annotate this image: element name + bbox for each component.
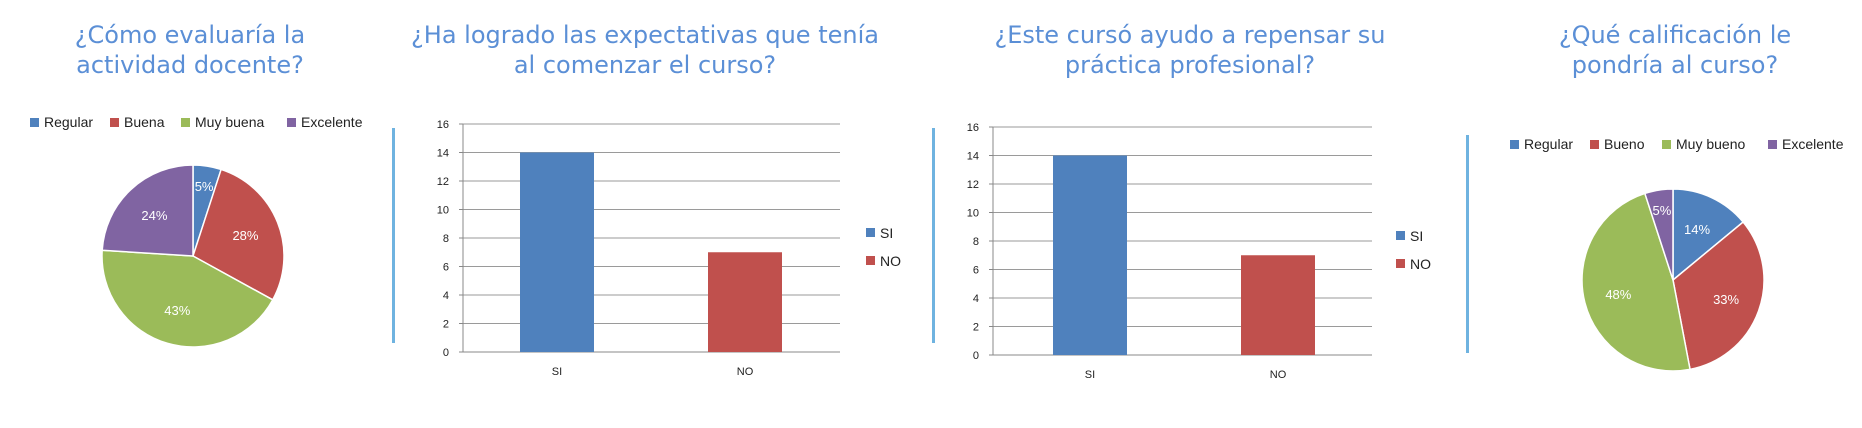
legend-swatch-buena bbox=[110, 118, 119, 127]
chart4-title: ¿Qué calificación le pondría al curso? bbox=[1505, 20, 1845, 80]
chart3-title: ¿Este cursó ayudo a repensar su práctica… bbox=[960, 20, 1420, 80]
legend-label-si: SI bbox=[1410, 228, 1423, 244]
pie-label-bueno: 33% bbox=[1713, 292, 1739, 307]
ytick-label-6: 6 bbox=[443, 262, 449, 274]
chart1-title-line1: ¿Cómo evaluaría la bbox=[74, 21, 306, 49]
ytick-label-4: 4 bbox=[443, 290, 449, 302]
pie-label-muy-buena: 43% bbox=[164, 303, 190, 318]
ytick-label-10: 10 bbox=[967, 208, 979, 220]
pie-slice-excelente bbox=[101, 164, 194, 257]
ytick-label-2: 2 bbox=[973, 322, 979, 334]
pie-label-regular: 5% bbox=[195, 179, 214, 194]
ytick-label-8: 8 bbox=[443, 233, 449, 245]
bar-no bbox=[708, 252, 782, 352]
pie-slice-excelente bbox=[1643, 188, 1674, 281]
bar-si bbox=[520, 152, 594, 352]
ytick-label-14: 14 bbox=[437, 148, 449, 160]
xtick-label-no: NO bbox=[1270, 369, 1287, 381]
divider-3 bbox=[1466, 135, 1469, 353]
chart1-title: ¿Cómo evaluaría la actividad docente? bbox=[40, 20, 340, 80]
legend-label-regular: Regular bbox=[44, 114, 93, 130]
pie-slice-muy-buena bbox=[101, 249, 274, 348]
ytick-label-4: 4 bbox=[973, 293, 979, 305]
ytick-label-16: 16 bbox=[437, 119, 449, 131]
chart-4: Regular Bueno Muy bueno Excelente 14% 33% 48% 5… bbox=[1510, 136, 1844, 372]
ytick-label-12: 12 bbox=[967, 179, 979, 191]
divider-1 bbox=[392, 128, 395, 343]
legend-label-excelente: Excelente bbox=[301, 114, 363, 130]
legend-swatch-bueno bbox=[1590, 140, 1599, 149]
legend-swatch-no bbox=[1396, 259, 1405, 268]
pie-label-excelente: 24% bbox=[141, 208, 167, 223]
legend-swatch-si bbox=[866, 228, 875, 237]
legend-label-no: NO bbox=[880, 253, 901, 269]
legend-label-no: NO bbox=[1410, 256, 1431, 272]
pie-slice-regular bbox=[1672, 188, 1745, 282]
legend-label-buena: Buena bbox=[124, 114, 165, 130]
xtick-label-no: NO bbox=[737, 366, 754, 378]
divider-2 bbox=[932, 128, 935, 343]
ytick-label-14: 14 bbox=[967, 151, 979, 163]
legend-swatch-muy-bueno bbox=[1662, 140, 1671, 149]
legend-label-muy-buena: Muy buena bbox=[195, 114, 264, 130]
legend-label-excelente: Excelente bbox=[1782, 136, 1844, 152]
pie-slice-buena bbox=[192, 168, 285, 301]
chart2-title-line1: ¿Ha logrado las expectativas que tenía bbox=[411, 21, 879, 49]
pie-label-buena: 28% bbox=[232, 228, 258, 243]
chart-3: 0 2 4 6 8 10 12 14 16 SI NO SI NO bbox=[967, 122, 1431, 381]
ytick-label-0: 0 bbox=[973, 350, 979, 362]
ytick-label-0: 0 bbox=[443, 347, 449, 359]
legend-swatch-excelente bbox=[287, 118, 296, 127]
chart2-title: ¿Ha logrado las expectativas que tenía a… bbox=[380, 20, 910, 80]
ytick-label-10: 10 bbox=[437, 205, 449, 217]
xtick-label-si: SI bbox=[552, 366, 562, 378]
legend-swatch-excelente bbox=[1768, 140, 1777, 149]
legend-swatch-regular bbox=[1510, 140, 1519, 149]
pie-slice-muy-bueno bbox=[1581, 192, 1691, 372]
legend-label-muy-bueno: Muy bueno bbox=[1676, 136, 1745, 152]
pie-label-muy-bueno: 48% bbox=[1605, 287, 1631, 302]
chart1-title-line2: actividad docente? bbox=[76, 51, 304, 79]
legend-label-bueno: Bueno bbox=[1604, 136, 1645, 152]
ytick-label-12: 12 bbox=[437, 176, 449, 188]
legend-swatch-no bbox=[866, 256, 875, 265]
legend-swatch-regular bbox=[30, 118, 39, 127]
bar-no bbox=[1241, 255, 1315, 355]
chart3-title-line1: ¿Este cursó ayudo a repensar su bbox=[994, 21, 1386, 49]
ytick-label-2: 2 bbox=[443, 319, 449, 331]
bar-si bbox=[1053, 155, 1127, 355]
chart-1: Regular Buena Muy buena Excelente 5% 28% 43% 24… bbox=[30, 114, 363, 348]
chart-2: 0 2 4 6 8 10 12 14 16 SI NO SI NO bbox=[437, 119, 901, 378]
pie-label-regular: 14% bbox=[1684, 222, 1710, 237]
chart3-title-line2: práctica profesional? bbox=[1064, 51, 1316, 79]
ytick-label-16: 16 bbox=[967, 122, 979, 134]
legend-label-si: SI bbox=[880, 225, 893, 241]
xtick-label-si: SI bbox=[1085, 369, 1095, 381]
ytick-label-6: 6 bbox=[973, 265, 979, 277]
chart2-title-line2: al comenzar el curso? bbox=[513, 51, 777, 79]
ytick-label-8: 8 bbox=[973, 236, 979, 248]
chart4-title-line2: pondría al curso? bbox=[1571, 51, 1779, 79]
legend-label-regular: Regular bbox=[1524, 136, 1573, 152]
legend-swatch-muy-buena bbox=[181, 118, 190, 127]
legend-swatch-si bbox=[1396, 231, 1405, 240]
pie-label-excelente: 5% bbox=[1652, 203, 1671, 218]
pie-slice-bueno bbox=[1672, 220, 1765, 371]
chart4-title-line1: ¿Qué calificación le bbox=[1558, 21, 1792, 49]
